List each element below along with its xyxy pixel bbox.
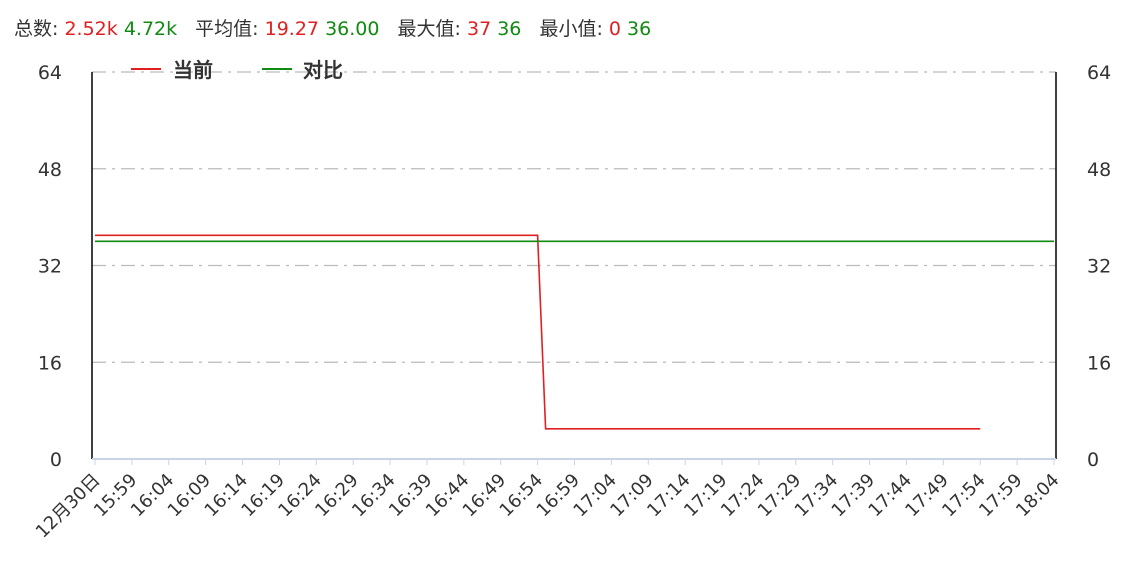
y-tick-right: 16 <box>1087 352 1111 374</box>
stat-min-label: 最小值: <box>539 18 603 40</box>
stat-max-current: 37 <box>466 18 492 40</box>
summary-stats: 总数: 2.52k 4.72k 平均值: 19.27 36.00 最大值: 37… <box>14 14 663 41</box>
y-tick-right: 64 <box>1087 62 1111 84</box>
stat-min: 最小值: 0 36 <box>539 18 651 40</box>
legend-current-label[interactable]: 当前 <box>173 58 213 82</box>
grid-lines <box>92 71 1056 363</box>
legend[interactable]: 当前 对比 <box>131 58 343 82</box>
y-tick-left: 0 <box>50 449 62 471</box>
series-lines <box>95 234 1054 430</box>
y-tick-left: 48 <box>38 159 62 181</box>
stat-total-label: 总数: <box>14 18 59 40</box>
x-tick-labels: 12月30日15:5916:0416:0916:1416:1916:2416:2… <box>32 459 1064 542</box>
y-tick-left: 16 <box>38 352 62 374</box>
stat-max: 最大值: 37 36 <box>398 18 528 40</box>
stat-average-label: 平均值: <box>195 18 259 40</box>
stat-total: 总数: 2.52k 4.72k <box>14 18 183 40</box>
y-tick-left: 32 <box>38 256 62 278</box>
stat-average: 平均值: 19.27 36.00 <box>195 18 385 40</box>
stat-total-current: 2.52k <box>64 18 118 40</box>
stat-total-compare: 4.72k <box>123 18 178 40</box>
series-line-current <box>95 234 981 430</box>
stat-min-current: 0 <box>608 18 621 40</box>
y-tick-labels: 0 0 16 16 32 32 48 48 64 64 <box>38 62 1111 471</box>
stat-max-compare: 36 <box>497 18 522 40</box>
y-tick-right: 48 <box>1087 159 1111 181</box>
stat-min-compare: 36 <box>627 18 652 40</box>
stat-average-current: 19.27 <box>264 18 320 40</box>
y-tick-right: 32 <box>1087 256 1111 278</box>
x-tick-label: 18:04 <box>1012 470 1064 522</box>
legend-compare-label[interactable]: 对比 <box>303 58 343 82</box>
stat-average-compare: 36.00 <box>325 18 380 40</box>
y-tick-left: 64 <box>38 62 62 84</box>
y-tick-right: 0 <box>1087 449 1099 471</box>
stat-max-label: 最大值: <box>397 18 461 40</box>
